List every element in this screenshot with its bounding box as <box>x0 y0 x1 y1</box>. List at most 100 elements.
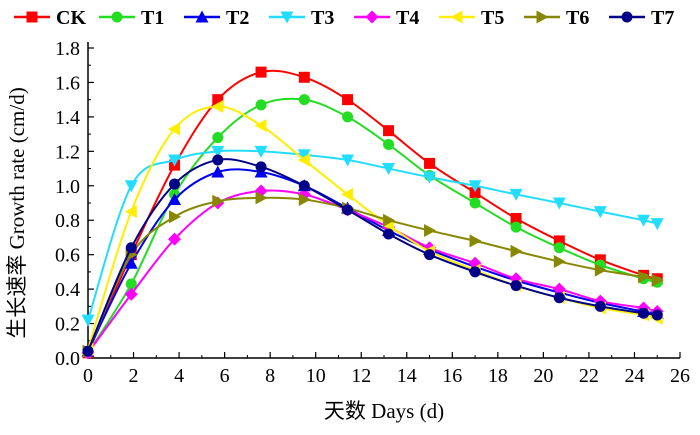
data-point-ck <box>553 235 565 247</box>
x-tick-label: 18 <box>488 365 508 387</box>
data-point-t3 <box>81 314 95 327</box>
data-point-ck <box>212 94 224 106</box>
legend-marker-ck <box>26 11 38 23</box>
data-point-t4 <box>552 282 566 296</box>
y-tick-label: 0.6 <box>55 245 80 267</box>
y-tick-label: 1.6 <box>55 72 80 94</box>
data-point-t7 <box>82 345 94 357</box>
y-tick-label: 1.0 <box>55 176 80 198</box>
data-point-ck <box>255 66 267 78</box>
legend-marker-t6 <box>536 10 549 24</box>
data-point-t3 <box>593 206 607 219</box>
legend-item-t1: T1 <box>99 7 164 29</box>
legend-label-t7: T7 <box>651 7 674 29</box>
data-point-t3 <box>637 214 651 227</box>
x-tick-label: 8 <box>265 365 275 387</box>
x-tick-label: 12 <box>351 365 371 387</box>
data-point-ck <box>342 94 354 106</box>
legend-marker-t7 <box>621 11 633 23</box>
data-point-t1 <box>125 278 137 290</box>
data-point-t6 <box>638 270 651 284</box>
legend-item-t7: T7 <box>609 7 674 29</box>
legend-marker-t4 <box>365 10 379 24</box>
data-point-t6 <box>594 263 607 277</box>
data-point-t6 <box>298 193 311 207</box>
data-point-t2 <box>168 193 182 206</box>
legend-label-t5: T5 <box>481 7 504 29</box>
data-point-t5 <box>297 153 310 167</box>
data-point-t7 <box>553 292 565 304</box>
data-point-t3 <box>382 163 396 176</box>
data-point-t1 <box>469 197 481 209</box>
series-t2 <box>81 165 664 357</box>
data-point-t1 <box>553 242 565 254</box>
data-point-t3 <box>168 154 182 167</box>
data-point-t7 <box>651 309 663 321</box>
legend-label-t1: T1 <box>141 7 164 29</box>
legend-label-t4: T4 <box>396 7 419 29</box>
y-tick-label: 0.8 <box>55 210 80 232</box>
data-point-t6 <box>212 194 225 208</box>
y-tick-label: 0.4 <box>55 279 80 301</box>
legend-item-t4: T4 <box>354 7 419 29</box>
data-point-t2 <box>211 165 225 178</box>
legend-label-ck: CK <box>56 7 86 29</box>
data-point-ck <box>298 71 310 83</box>
x-tick-label: 26 <box>670 365 690 387</box>
data-point-t5 <box>341 187 354 201</box>
data-point-ck <box>383 125 395 137</box>
data-point-t7 <box>383 228 395 240</box>
data-point-t6 <box>255 191 268 205</box>
x-tick-label: 2 <box>129 365 139 387</box>
legend: CK T1 T2 T3 T4 T5 T6 T7 <box>14 7 674 29</box>
legend-item-t6: T6 <box>524 7 589 29</box>
data-point-ck <box>424 157 436 169</box>
legend-marker-t1 <box>111 11 123 23</box>
x-tick-label: 0 <box>83 365 93 387</box>
data-point-t6 <box>424 224 437 238</box>
data-point-t7 <box>638 307 650 319</box>
data-point-t7 <box>169 178 181 190</box>
series-t4 <box>81 184 664 360</box>
legend-item-ck: CK <box>14 7 86 29</box>
data-point-t5 <box>211 100 224 114</box>
legend-marker-t5 <box>450 10 463 24</box>
data-point-t6 <box>469 234 482 248</box>
data-point-t3 <box>341 154 355 167</box>
data-point-t7 <box>424 249 436 261</box>
data-point-t3 <box>552 197 566 210</box>
legend-item-t3: T3 <box>269 7 334 29</box>
x-axis-title: 天数 Days (d) <box>324 399 444 423</box>
data-point-t4 <box>124 287 138 301</box>
data-point-t7 <box>255 161 267 173</box>
data-point-t7 <box>342 204 354 216</box>
data-point-ck <box>469 187 481 199</box>
legend-marker-t3 <box>280 11 294 24</box>
data-point-t4 <box>168 232 182 246</box>
data-point-t1 <box>212 132 224 144</box>
data-point-t6 <box>553 255 566 269</box>
series-layer <box>81 66 664 360</box>
y-tick-label: 1.4 <box>55 107 80 129</box>
data-point-t7 <box>469 266 481 278</box>
x-tick-label: 4 <box>174 365 184 387</box>
series-line-t5 <box>87 105 658 350</box>
data-point-t6 <box>651 274 664 287</box>
legend-label-t6: T6 <box>566 7 589 29</box>
data-point-t5 <box>168 122 181 136</box>
data-point-t7 <box>125 242 137 254</box>
series-t5 <box>81 100 663 356</box>
x-tick-label: 14 <box>397 365 417 387</box>
y-tick-label: 0.0 <box>55 348 80 370</box>
legend-item-t5: T5 <box>439 7 504 29</box>
axes: 0.00.20.40.60.81.01.21.41.61.80 2 4 6 8 10 12 1… <box>55 38 690 387</box>
series-t7 <box>82 154 663 357</box>
data-point-t1 <box>255 99 267 111</box>
x-tick-label: 22 <box>579 365 599 387</box>
legend-item-t2: T2 <box>184 7 249 29</box>
data-point-t3 <box>423 171 437 184</box>
data-point-t7 <box>298 180 310 192</box>
data-point-t3 <box>650 218 664 231</box>
series-t3 <box>81 145 664 327</box>
